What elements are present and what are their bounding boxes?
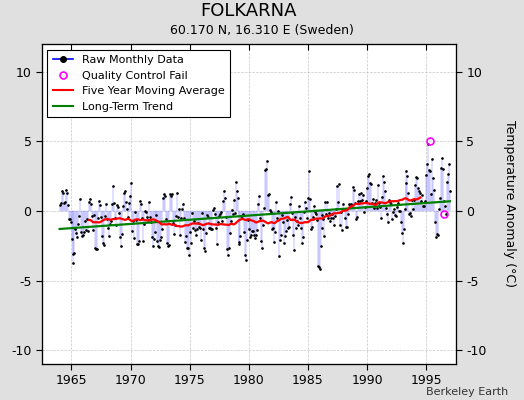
Title: FOLKARNA: FOLKARNA (201, 2, 297, 20)
Text: Berkeley Earth: Berkeley Earth (426, 387, 508, 397)
Y-axis label: Temperature Anomaly (°C): Temperature Anomaly (°C) (504, 120, 516, 288)
Legend: Raw Monthly Data, Quality Control Fail, Five Year Moving Average, Long-Term Tren: Raw Monthly Data, Quality Control Fail, … (48, 50, 230, 117)
Text: 60.170 N, 16.310 E (Sweden): 60.170 N, 16.310 E (Sweden) (170, 24, 354, 37)
